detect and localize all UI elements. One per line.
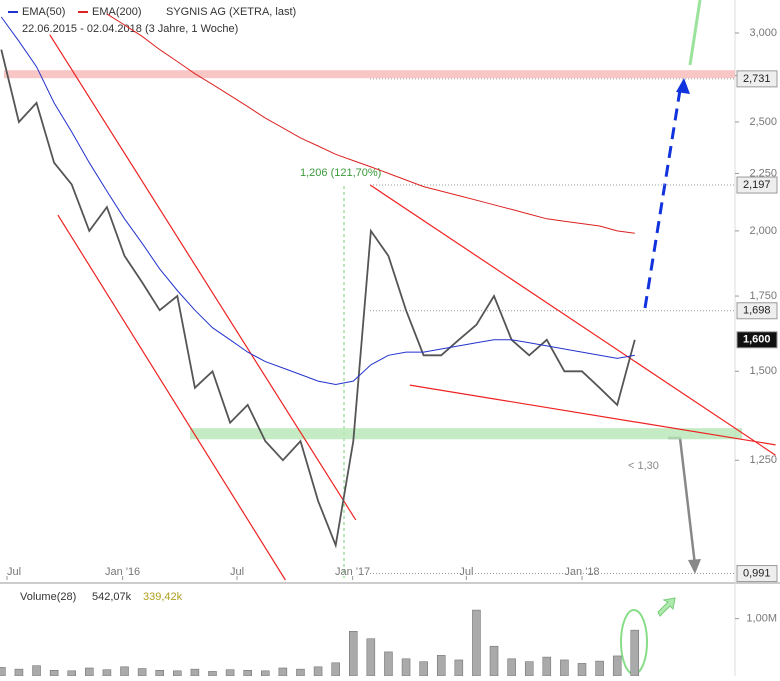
volume-bar	[278, 667, 288, 677]
y-tick-label: 1,750	[749, 290, 777, 302]
y-tick-label: 2,000	[749, 225, 777, 237]
volume-bar	[49, 670, 59, 677]
series-line	[106, 13, 635, 234]
level-label: 1,600	[743, 334, 771, 346]
volume-bar	[472, 609, 481, 677]
volume-bar	[349, 631, 358, 677]
arrow-icon	[657, 597, 676, 617]
volume-bar	[243, 670, 252, 677]
band	[190, 428, 742, 440]
target-line	[688, 0, 702, 66]
level-box	[736, 70, 778, 88]
volume-bar	[102, 669, 112, 677]
x-tick-label: Jan '17	[335, 566, 370, 578]
x-tick-label: Jan '16	[105, 566, 140, 578]
volume-bar	[313, 666, 323, 677]
annotation: < 1,30	[628, 460, 659, 472]
chart-title: SYGNIS AG (XETRA, last)	[166, 6, 296, 18]
volume-bar	[137, 668, 147, 677]
series-line	[0, 49, 636, 549]
bands	[4, 70, 742, 440]
volume-bar	[630, 629, 640, 677]
level-box	[736, 331, 778, 349]
series-line	[0, 16, 635, 386]
volume-bar	[190, 668, 200, 677]
trendline	[409, 384, 776, 446]
level-label: 0,991	[743, 567, 771, 579]
volume-bar	[436, 655, 446, 677]
x-tick-label: Jul	[7, 566, 21, 578]
volume-bar	[85, 667, 94, 677]
volume-bar	[612, 655, 622, 677]
legend-label: EMA(200)	[92, 6, 142, 18]
volume-bar	[384, 651, 393, 677]
x-tick-label: Jan '18	[564, 566, 599, 578]
volume-bar	[14, 668, 24, 677]
trendline	[57, 214, 286, 581]
volume-bar	[577, 663, 587, 677]
level-label: 2,731	[743, 73, 771, 85]
level-box	[736, 565, 778, 583]
volume-bar	[208, 671, 217, 677]
level-box	[736, 302, 778, 320]
volume-bar	[32, 665, 41, 677]
volume-bar	[366, 638, 376, 677]
volume-bar	[560, 659, 569, 677]
volume-bar	[296, 668, 305, 677]
volume-bar	[401, 658, 411, 677]
y-tick-label: 2,500	[749, 116, 777, 128]
y-tick-label: 1,500	[749, 365, 777, 377]
volume-bar	[595, 660, 604, 677]
volume-avg: 542,07k	[92, 591, 132, 603]
level-label: 1,698	[743, 305, 771, 317]
band	[4, 70, 735, 79]
volume-bar	[524, 661, 534, 677]
volume-bar	[489, 645, 499, 677]
y-tick-label: 3,000	[749, 27, 777, 39]
volume-bar	[155, 670, 164, 677]
volume-bar	[419, 661, 428, 677]
y-tick-label: 1,250	[749, 454, 777, 466]
volume-bar	[331, 662, 340, 677]
volume-bar	[507, 658, 516, 677]
level-label: 2,197	[743, 179, 771, 191]
trendline	[369, 184, 776, 456]
y-tick-label: 2,250	[749, 167, 777, 179]
volume-bar	[225, 669, 235, 677]
x-tick-label: Jul	[459, 566, 473, 578]
level-box	[736, 176, 778, 194]
volume-bar	[261, 670, 270, 677]
trendline	[49, 34, 357, 521]
y-tick-label: 1,00M	[746, 613, 777, 625]
volume-bar	[454, 659, 464, 677]
volume-last: 339,42k	[143, 591, 183, 603]
volume-bar	[173, 670, 182, 677]
volume-bar	[67, 670, 76, 677]
volume-bar	[542, 656, 552, 677]
legend-label: EMA(50)	[22, 6, 65, 18]
x-tick-label: Jul	[230, 566, 244, 578]
volume-bar	[0, 667, 6, 677]
volume-label: Volume(28)	[20, 591, 76, 603]
annotation: 1,206 (121,70%)	[300, 167, 381, 179]
volume-bar	[120, 666, 129, 677]
arrow-head	[688, 559, 701, 574]
arrow-head	[676, 78, 690, 94]
